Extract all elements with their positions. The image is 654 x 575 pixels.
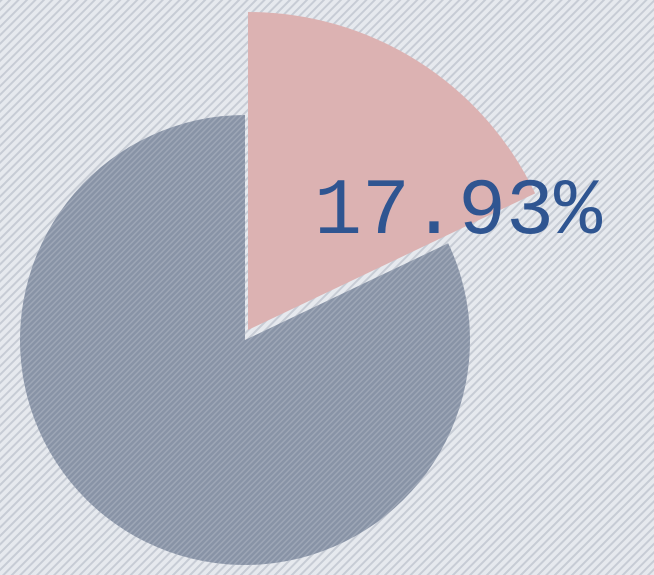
pie-slice [248, 12, 536, 330]
slice-texture [20, 115, 471, 565]
data-label: 17.93% [314, 167, 603, 258]
